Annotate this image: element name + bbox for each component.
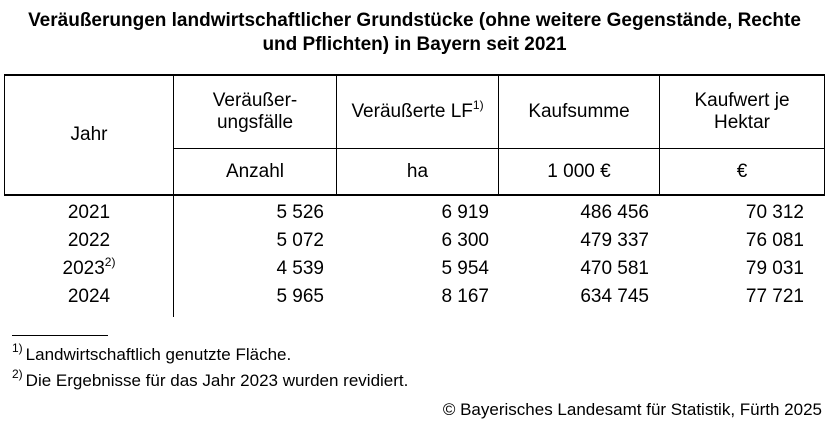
cell-year: 2021: [67, 202, 111, 223]
unit-ha: ha: [336, 148, 498, 194]
footnote-1-marker: 1): [472, 97, 484, 112]
page-title: Veräußerungen landwirtschaftlicher Grund…: [0, 9, 829, 57]
column-header-kaufsumme: Kaufsumme: [498, 76, 659, 148]
cell-veraeusserte-lf: 8 167: [441, 286, 489, 307]
table-row-2023: 20232) 4 539 5 954 470 581 79 031: [5, 255, 824, 283]
cell-kaufwert-je-hektar: 76 081: [745, 230, 804, 251]
copyright-notice: © Bayerisches Landesamt für Statistik, F…: [442, 400, 822, 419]
column-header-kaufwert-je-hektar: Kaufwert je Hektar: [659, 76, 824, 148]
column-header-veraeusserungsfaelle-line-2: ungsfälle: [216, 112, 294, 133]
table-row-2021: 2021 5 526 6 919 486 456 70 312: [5, 199, 824, 227]
cell-veraeusserte-lf: 5 954: [441, 258, 489, 279]
page-title-line-1: Veräußerungen landwirtschaftlicher Grund…: [28, 10, 801, 31]
column-header-kaufwert-line-1: Kaufwert je: [694, 90, 790, 111]
cell-kaufsumme: 479 337: [580, 230, 649, 251]
footnote-2-marker: 2): [104, 254, 116, 269]
column-header-jahr-label: Jahr: [70, 124, 108, 145]
cell-kaufsumme: 486 456: [580, 202, 649, 223]
column-header-veraeusserungsfaelle-line-1: Veräußer-: [212, 90, 298, 111]
cell-veraeusserte-lf: 6 919: [441, 202, 489, 223]
unit-euro: €: [659, 148, 824, 194]
cell-year: 20232): [62, 254, 116, 279]
unit-anzahl: Anzahl: [173, 148, 336, 194]
cell-year: 2024: [67, 286, 111, 307]
table-row-2024: 2024 5 965 8 167 634 745 77 721: [5, 283, 824, 311]
cell-veraeusserungsfaelle: 4 539: [276, 258, 324, 279]
data-table: Jahr Veräußer- ungsfälle Veräußerte LF1)…: [4, 74, 825, 317]
column-header-kaufwert-line-2: Hektar: [714, 112, 770, 133]
table-body: 2021 5 526 6 919 486 456 70 312 2022 5 0…: [5, 196, 824, 317]
jahr-column-divider: [173, 196, 174, 317]
cell-kaufwert-je-hektar: 79 031: [745, 258, 804, 279]
column-header-veraeusserte-lf-label: Veräußerte LF1): [351, 97, 484, 122]
page-title-line-2: und Pflichten) in Bayern seit 2021: [262, 34, 567, 55]
table-header: Jahr Veräußer- ungsfälle Veräußerte LF1)…: [4, 74, 825, 196]
cell-year: 2022: [67, 230, 111, 251]
cell-veraeusserte-lf: 6 300: [441, 230, 489, 251]
cell-veraeusserungsfaelle: 5 526: [276, 202, 324, 223]
cell-kaufwert-je-hektar: 77 721: [745, 286, 804, 307]
table-row-2022: 2022 5 072 6 300 479 337 76 081: [5, 227, 824, 255]
cell-kaufwert-je-hektar: 70 312: [745, 202, 804, 223]
cell-veraeusserungsfaelle: 5 072: [276, 230, 324, 251]
column-header-veraeusserungsfaelle: Veräußer- ungsfälle: [173, 76, 336, 148]
cell-kaufsumme: 470 581: [580, 258, 649, 279]
column-header-veraeusserte-lf: Veräußerte LF1): [336, 76, 498, 148]
unit-1000-euro: 1 000 €: [498, 148, 659, 194]
footnotes: 1) Landwirtschaftlich genutzte Fläche. 2)…: [12, 335, 829, 394]
footnote-rule: [12, 335, 108, 336]
footnote-2: 2) Die Ergebnisse für das Jahr 2023 wurde…: [12, 367, 409, 390]
footnote-1: 1) Landwirtschaftlich genutzte Fläche.: [12, 341, 292, 364]
column-header-jahr: Jahr: [5, 76, 173, 194]
column-header-kaufsumme-label: Kaufsumme: [528, 101, 630, 122]
cell-kaufsumme: 634 745: [580, 286, 649, 307]
cell-veraeusserungsfaelle: 5 965: [276, 286, 324, 307]
